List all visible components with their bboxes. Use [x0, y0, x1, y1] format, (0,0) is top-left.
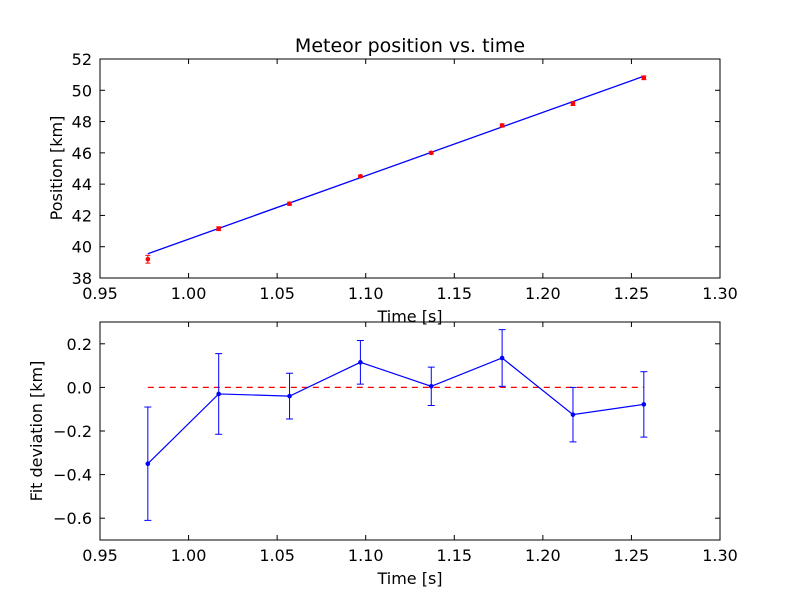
data-point — [145, 256, 151, 262]
plot-area: 0.95 1.00 1.05 1.10 1.15 1.20 1.25 1.30 38 40 42 44… — [72, 50, 738, 303]
fit-line — [147, 75, 645, 255]
x-tick-label: 1.10 — [348, 284, 384, 303]
y-tick-label: −0.4 — [53, 466, 92, 485]
y-tick-label: 44 — [72, 175, 92, 194]
data-point — [358, 174, 363, 179]
data-point — [499, 123, 505, 128]
data-point — [287, 201, 292, 206]
y-axis-label: Position [km] — [47, 116, 66, 221]
y-tick-label: 42 — [72, 206, 92, 225]
x-axis-label: Time [s] — [376, 569, 442, 588]
data-point — [358, 360, 363, 365]
data-point — [287, 393, 292, 399]
x-axis-label: Time [s] — [376, 307, 442, 326]
data-point — [570, 101, 576, 106]
data-point — [216, 391, 221, 397]
x-tick-label: 1.05 — [259, 284, 295, 303]
x-tick-label: 1.05 — [259, 546, 295, 565]
x-tick-label: 1.30 — [702, 284, 738, 303]
x-tick-label: 1.00 — [171, 546, 207, 565]
position-chart: Meteor position vs. time Time [s] Positi… — [47, 35, 738, 326]
x-tick-label: 1.30 — [702, 546, 738, 565]
x-tick-label: 1.25 — [614, 284, 650, 303]
y-tick-label: 52 — [72, 50, 92, 69]
y-tick-label: 50 — [72, 81, 92, 100]
x-tick-label: 1.25 — [614, 546, 650, 565]
data-point — [145, 461, 151, 467]
deviation-chart: Time [s] Fit deviation [km] 0.95 1.00 1.05… — [27, 321, 738, 588]
data-point — [570, 412, 576, 417]
y-tick-label: 48 — [72, 113, 92, 132]
x-tick-label: 1.15 — [436, 546, 472, 565]
data-point — [499, 355, 505, 361]
data-point — [641, 75, 647, 81]
x-tick-label: 0.95 — [82, 284, 118, 303]
x-tick-label: 1.20 — [525, 546, 561, 565]
x-tick-label: 0.95 — [82, 546, 118, 565]
deviation-line — [147, 357, 644, 465]
x-tick-label: 1.20 — [525, 284, 561, 303]
x-tick-label: 1.15 — [436, 284, 472, 303]
data-point — [428, 150, 434, 156]
y-tick-label: 0.2 — [67, 335, 92, 354]
y-tick-label: 46 — [72, 144, 92, 163]
plot-frame — [99, 58, 721, 279]
y-tick-label: −0.6 — [53, 509, 92, 528]
data-point — [428, 384, 434, 389]
y-tick-label: 40 — [72, 238, 92, 257]
y-axis-label: Fit deviation [km] — [27, 361, 46, 502]
data-point — [641, 402, 647, 407]
y-tick-label: −0.2 — [53, 422, 92, 441]
data-point — [216, 226, 221, 232]
plot-frame — [99, 321, 721, 541]
chart-title: Meteor position vs. time — [295, 35, 525, 57]
x-tick-label: 1.10 — [348, 546, 384, 565]
x-tick-label: 1.00 — [171, 284, 207, 303]
y-tick-label: 0.0 — [67, 378, 92, 397]
y-tick-label: 38 — [72, 269, 92, 288]
plot-area: 0.95 1.00 1.05 1.10 1.15 1.20 1.25 1.30 −0.6 −0.4… — [53, 321, 738, 565]
